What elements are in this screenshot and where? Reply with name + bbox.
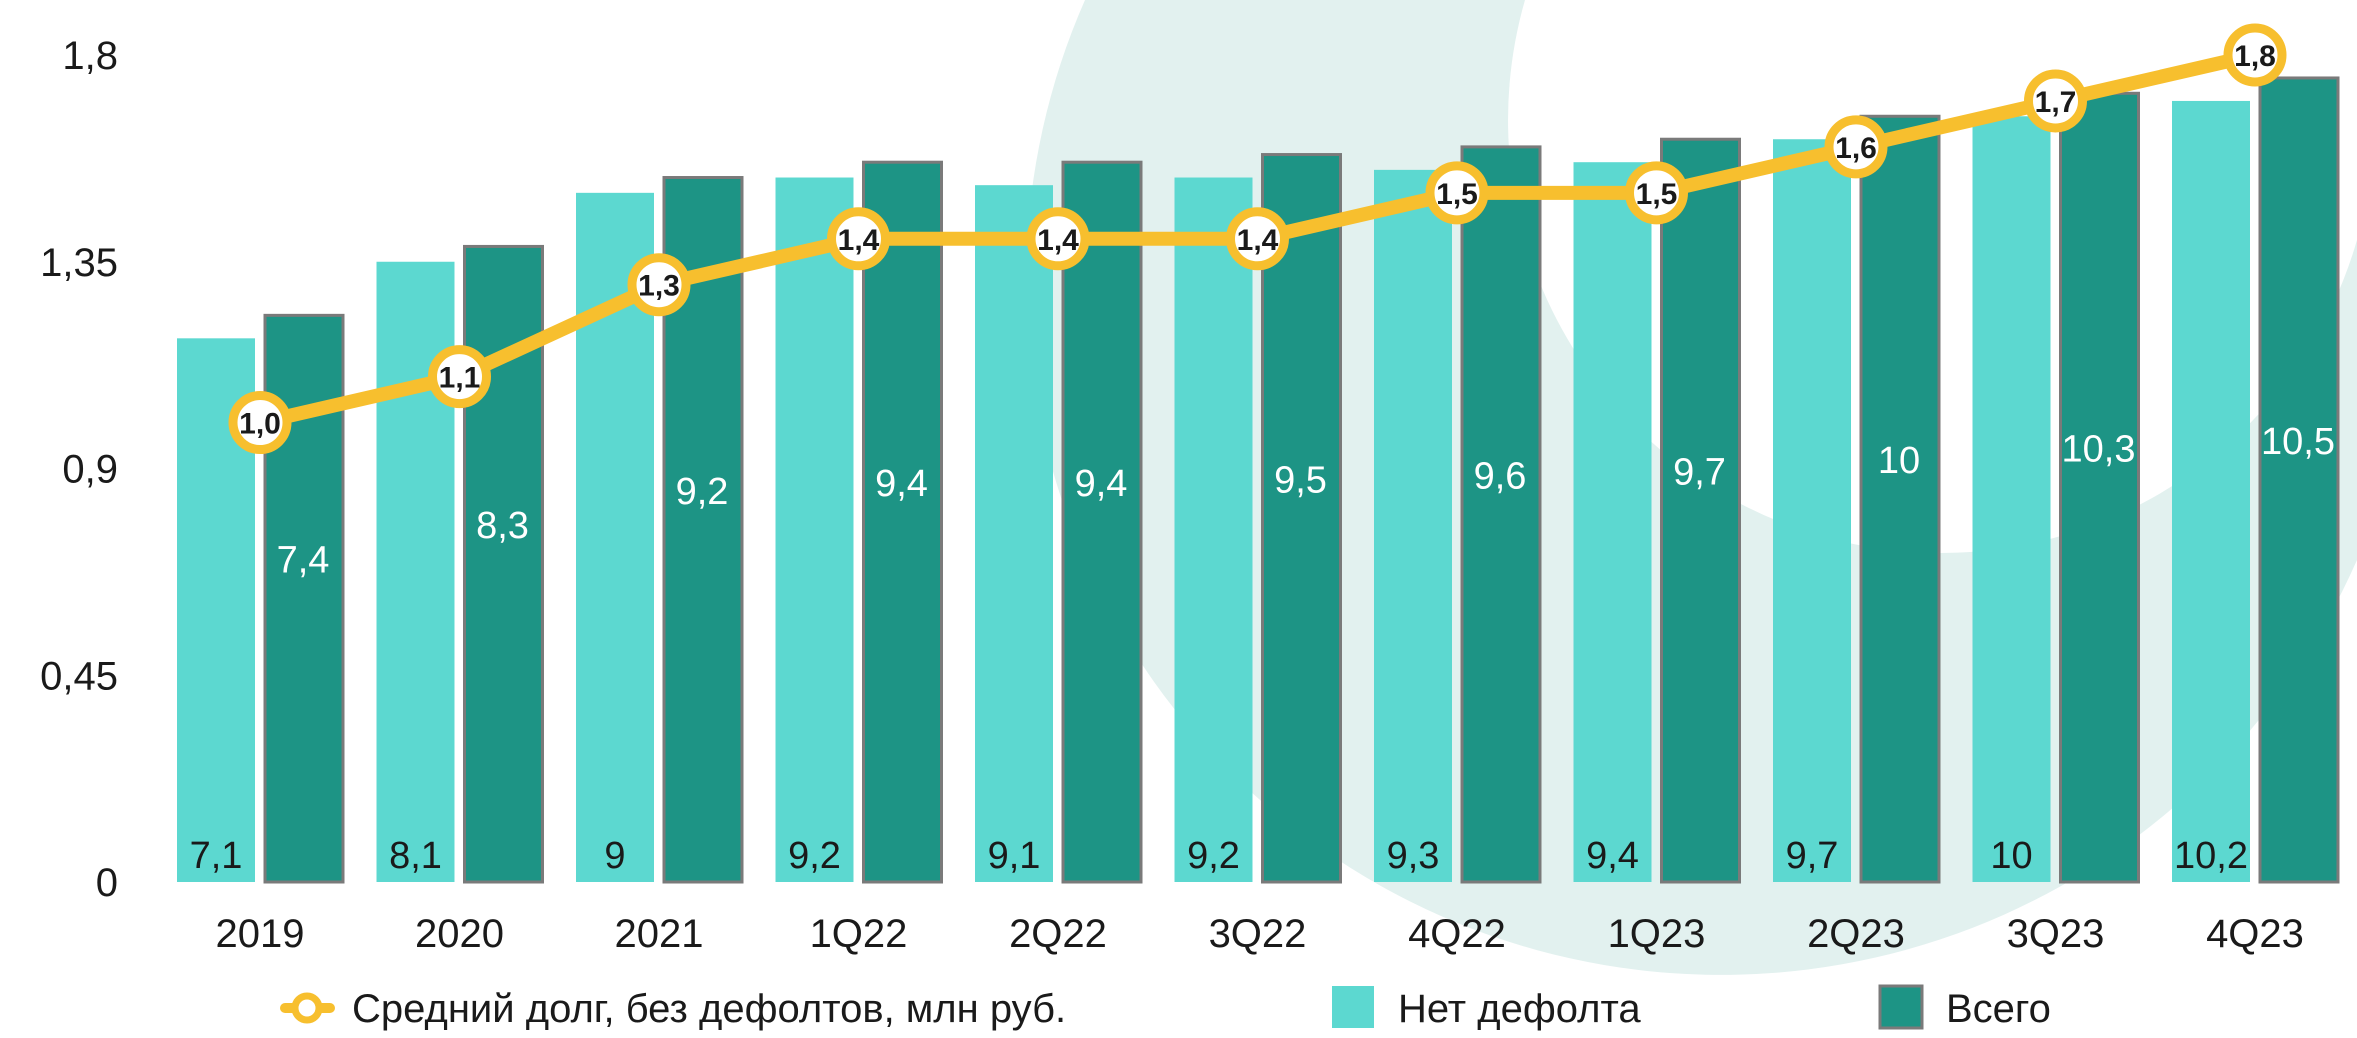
x-tick-label: 2Q22 — [1009, 912, 1107, 956]
bar-total-label: 9,5 — [1274, 459, 1327, 501]
x-tick-label: 3Q23 — [2007, 912, 2105, 956]
x-tick-label: 2019 — [216, 912, 305, 956]
bar-no-default-label: 9,7 — [1786, 835, 1839, 877]
bar-no-default-label: 9,3 — [1387, 835, 1440, 877]
bar-no-default — [1773, 139, 1851, 883]
bar-total — [862, 160, 943, 884]
line-point-label: 1,5 — [1436, 178, 1478, 211]
x-tick-label: 1Q23 — [1608, 912, 1706, 956]
line-point — [1824, 115, 1888, 179]
bar-no-default-label: 9,2 — [788, 835, 841, 877]
line-point-label: 1,4 — [1037, 224, 1079, 257]
line-point — [1625, 161, 1688, 225]
bar-total — [1660, 137, 1741, 884]
legend-total-label: Всего — [1946, 987, 2051, 1031]
bar-no-default-label: 10,2 — [2174, 835, 2248, 877]
line-point-label: 1,3 — [638, 270, 680, 303]
bar-no-default-label: 9,2 — [1187, 835, 1240, 877]
bar-no-default-label: 9,4 — [1586, 835, 1639, 877]
bar-total-label: 9,6 — [1474, 455, 1527, 497]
y-tick-label: 0 — [96, 861, 118, 905]
bar-no-default — [1972, 116, 2051, 882]
bar-total-label: 7,4 — [277, 540, 330, 582]
y-tick-label: 1,8 — [62, 34, 118, 78]
bar-no-default — [975, 185, 1053, 883]
bar-no-default — [1374, 169, 1452, 883]
x-axis: 2019 2020 2021 1Q22 2Q22 3Q22 4Q22 1Q23 2Q23 3Q23… — [216, 912, 2304, 956]
line-point — [2024, 69, 2087, 133]
x-tick-label: 2021 — [615, 912, 704, 956]
bar-total-label: 9,4 — [1075, 463, 1128, 505]
line-point — [2223, 23, 2287, 87]
legend: Средний долг, без дефолтов, млн руб. Нет … — [280, 984, 2051, 1031]
line-point-label: 1,4 — [838, 224, 880, 257]
bar-total-label: 8,3 — [476, 505, 529, 547]
y-tick-label: 0,45 — [40, 654, 118, 698]
line-point — [1226, 207, 1289, 271]
bar-no-default — [775, 177, 854, 882]
x-tick-label: 3Q22 — [1209, 912, 1307, 956]
bar-no-default-label: 9 — [604, 835, 625, 877]
bar-no-default — [2172, 100, 2250, 882]
legend-no-default-label: Нет дефолта — [1398, 987, 1641, 1031]
bar-total — [2059, 91, 2140, 884]
line-point-label: 1,7 — [2035, 86, 2077, 119]
line-point-label: 1,5 — [1636, 178, 1678, 211]
line-point-label: 1,6 — [1835, 132, 1877, 165]
bar-no-default-label: 8,1 — [389, 835, 442, 877]
bar-total — [1061, 160, 1143, 884]
bar-no-default-label: 10 — [1990, 835, 2032, 877]
legend-no-default-swatch — [1332, 986, 1374, 1028]
bar-no-default-label: 7,1 — [190, 835, 243, 877]
bar-total-label: 9,2 — [676, 471, 729, 513]
line-point — [827, 207, 890, 271]
y-tick-label: 0,9 — [62, 448, 118, 492]
line-point — [1026, 207, 1090, 271]
legend-line-circle — [291, 992, 323, 1024]
x-tick-label: 2Q23 — [1807, 912, 1905, 956]
bar-total — [2258, 76, 2340, 884]
bar-no-default — [1174, 177, 1253, 882]
line-point — [627, 253, 691, 317]
line-point-label: 1,8 — [2234, 40, 2276, 73]
line-point — [228, 391, 292, 455]
line-point — [428, 345, 491, 409]
line-point-label: 1,4 — [1237, 224, 1279, 257]
bar-no-default — [1573, 162, 1652, 882]
bar-total-label: 9,7 — [1673, 452, 1726, 494]
x-tick-label: 4Q22 — [1408, 912, 1506, 956]
bar-total — [1460, 145, 1542, 884]
x-tick-label: 4Q23 — [2206, 912, 2304, 956]
y-axis: 0 0,45 0,9 1,35 1,8 — [40, 34, 118, 905]
y-tick-label: 1,35 — [40, 241, 118, 285]
line-series: 1,0 1,1 1,3 1,4 1,4 1,4 1,5 1,5 1,6 1,7 1,8 — [228, 23, 2287, 455]
bar-no-default-label: 9,1 — [988, 835, 1041, 877]
bar-labels: 7,1 7,4 8,1 8,3 9 9,2 9,2 9,4 9,1 9,4 9,2 9,5 9,3 9,6… — [190, 421, 2335, 877]
line-point-label: 1,0 — [239, 408, 281, 441]
bar-total-label: 9,4 — [875, 463, 928, 505]
x-tick-label: 2020 — [415, 912, 504, 956]
bar-total — [1859, 114, 1941, 884]
line-point-label: 1,1 — [439, 362, 481, 395]
legend-total-swatch — [1878, 984, 1924, 1030]
bar-total-label: 10,3 — [2062, 429, 2136, 471]
bar-total-label: 10,5 — [2261, 421, 2335, 463]
legend-line-label: Средний долг, без дефолтов, млн руб. — [352, 987, 1066, 1031]
bar-total-label: 10 — [1878, 440, 1920, 482]
line-point — [1425, 161, 1489, 225]
x-tick-label: 1Q22 — [810, 912, 908, 956]
bar-total — [1261, 153, 1342, 884]
